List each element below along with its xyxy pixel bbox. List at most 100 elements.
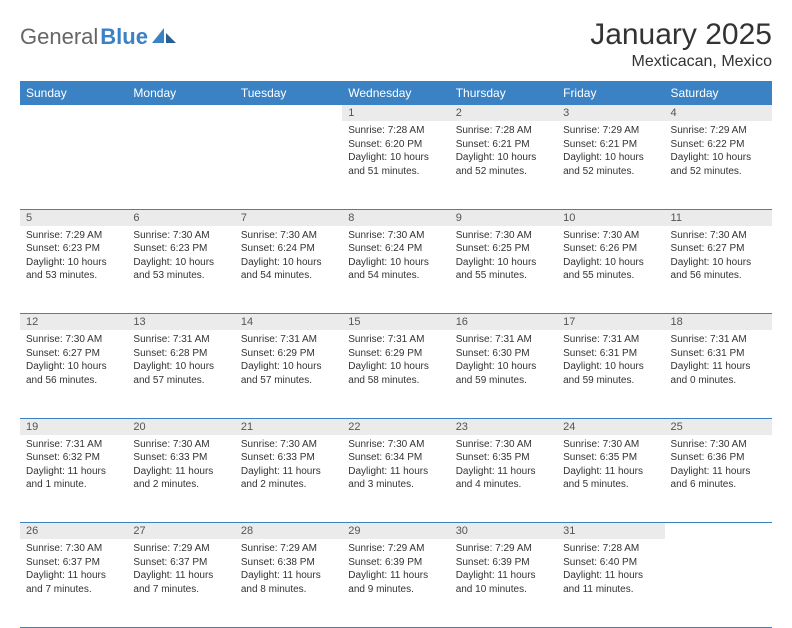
month-title: January 2025 [590, 18, 772, 51]
day-cell: Sunrise: 7:30 AMSunset: 6:34 PMDaylight:… [342, 435, 449, 523]
day-cell: Sunrise: 7:30 AMSunset: 6:26 PMDaylight:… [557, 226, 664, 314]
day-cell: Sunrise: 7:29 AMSunset: 6:21 PMDaylight:… [557, 121, 664, 209]
day-cell: Sunrise: 7:29 AMSunset: 6:38 PMDaylight:… [235, 539, 342, 627]
sun-info: Sunrise: 7:31 AMSunset: 6:29 PMDaylight:… [342, 330, 449, 391]
sun-info: Sunrise: 7:30 AMSunset: 6:25 PMDaylight:… [450, 226, 557, 287]
day-cell: Sunrise: 7:30 AMSunset: 6:36 PMDaylight:… [665, 435, 772, 523]
day-cell: Sunrise: 7:30 AMSunset: 6:24 PMDaylight:… [235, 226, 342, 314]
sun-info: Sunrise: 7:29 AMSunset: 6:22 PMDaylight:… [665, 121, 772, 182]
day-number-cell: 15 [342, 314, 449, 331]
day-cell: Sunrise: 7:29 AMSunset: 6:22 PMDaylight:… [665, 121, 772, 209]
sun-info: Sunrise: 7:30 AMSunset: 6:24 PMDaylight:… [342, 226, 449, 287]
day-number-row: 12131415161718 [20, 314, 772, 331]
day-cell: Sunrise: 7:29 AMSunset: 6:39 PMDaylight:… [450, 539, 557, 627]
week-row: Sunrise: 7:30 AMSunset: 6:27 PMDaylight:… [20, 330, 772, 418]
day-number-cell: 21 [235, 418, 342, 435]
day-number-cell: 17 [557, 314, 664, 331]
sun-info: Sunrise: 7:28 AMSunset: 6:20 PMDaylight:… [342, 121, 449, 182]
day-number-cell: 26 [20, 523, 127, 540]
calendar-head: SundayMondayTuesdayWednesdayThursdayFrid… [20, 81, 772, 105]
calendar-page: GeneralBlue January 2025 Mexticacan, Mex… [0, 0, 792, 628]
sun-info: Sunrise: 7:31 AMSunset: 6:29 PMDaylight:… [235, 330, 342, 391]
sun-info: Sunrise: 7:29 AMSunset: 6:37 PMDaylight:… [127, 539, 234, 600]
day-cell: Sunrise: 7:31 AMSunset: 6:31 PMDaylight:… [557, 330, 664, 418]
week-row: Sunrise: 7:30 AMSunset: 6:37 PMDaylight:… [20, 539, 772, 627]
day-cell: Sunrise: 7:31 AMSunset: 6:28 PMDaylight:… [127, 330, 234, 418]
sun-info: Sunrise: 7:31 AMSunset: 6:28 PMDaylight:… [127, 330, 234, 391]
day-number-cell: 25 [665, 418, 772, 435]
brand-part1: General [20, 24, 98, 50]
day-number-cell: 12 [20, 314, 127, 331]
day-number-cell: 6 [127, 209, 234, 226]
day-number-cell: 30 [450, 523, 557, 540]
day-cell: Sunrise: 7:30 AMSunset: 6:25 PMDaylight:… [450, 226, 557, 314]
day-cell: Sunrise: 7:30 AMSunset: 6:23 PMDaylight:… [127, 226, 234, 314]
day-header: Thursday [450, 81, 557, 105]
day-number-cell: 14 [235, 314, 342, 331]
day-cell: Sunrise: 7:28 AMSunset: 6:40 PMDaylight:… [557, 539, 664, 627]
day-cell [665, 539, 772, 627]
day-cell: Sunrise: 7:31 AMSunset: 6:29 PMDaylight:… [235, 330, 342, 418]
brand-part2: Blue [100, 24, 148, 50]
day-number-cell: 29 [342, 523, 449, 540]
day-cell [20, 121, 127, 209]
day-number-cell: 8 [342, 209, 449, 226]
sun-info: Sunrise: 7:30 AMSunset: 6:27 PMDaylight:… [665, 226, 772, 287]
day-cell: Sunrise: 7:28 AMSunset: 6:20 PMDaylight:… [342, 121, 449, 209]
sun-info: Sunrise: 7:29 AMSunset: 6:39 PMDaylight:… [342, 539, 449, 600]
day-cell: Sunrise: 7:31 AMSunset: 6:30 PMDaylight:… [450, 330, 557, 418]
sun-info: Sunrise: 7:29 AMSunset: 6:21 PMDaylight:… [557, 121, 664, 182]
day-number-cell [235, 105, 342, 121]
day-header: Saturday [665, 81, 772, 105]
sun-info: Sunrise: 7:30 AMSunset: 6:37 PMDaylight:… [20, 539, 127, 600]
day-header: Monday [127, 81, 234, 105]
day-header-row: SundayMondayTuesdayWednesdayThursdayFrid… [20, 81, 772, 105]
day-number-cell: 18 [665, 314, 772, 331]
sail-icon [152, 25, 178, 50]
sun-info: Sunrise: 7:28 AMSunset: 6:40 PMDaylight:… [557, 539, 664, 600]
day-number-row: 262728293031 [20, 523, 772, 540]
day-number-cell: 13 [127, 314, 234, 331]
day-cell: Sunrise: 7:30 AMSunset: 6:33 PMDaylight:… [235, 435, 342, 523]
day-number-cell [20, 105, 127, 121]
day-header: Tuesday [235, 81, 342, 105]
day-number-cell: 2 [450, 105, 557, 121]
day-cell: Sunrise: 7:28 AMSunset: 6:21 PMDaylight:… [450, 121, 557, 209]
sun-info: Sunrise: 7:31 AMSunset: 6:30 PMDaylight:… [450, 330, 557, 391]
calendar-table: SundayMondayTuesdayWednesdayThursdayFrid… [20, 81, 772, 628]
sun-info: Sunrise: 7:29 AMSunset: 6:39 PMDaylight:… [450, 539, 557, 600]
sun-info: Sunrise: 7:30 AMSunset: 6:35 PMDaylight:… [557, 435, 664, 496]
sun-info: Sunrise: 7:30 AMSunset: 6:36 PMDaylight:… [665, 435, 772, 496]
day-cell: Sunrise: 7:31 AMSunset: 6:29 PMDaylight:… [342, 330, 449, 418]
day-number-row: 1234 [20, 105, 772, 121]
day-cell: Sunrise: 7:30 AMSunset: 6:37 PMDaylight:… [20, 539, 127, 627]
sun-info: Sunrise: 7:30 AMSunset: 6:33 PMDaylight:… [127, 435, 234, 496]
sun-info: Sunrise: 7:31 AMSunset: 6:31 PMDaylight:… [665, 330, 772, 391]
day-cell: Sunrise: 7:30 AMSunset: 6:33 PMDaylight:… [127, 435, 234, 523]
day-cell: Sunrise: 7:30 AMSunset: 6:35 PMDaylight:… [450, 435, 557, 523]
sun-info: Sunrise: 7:29 AMSunset: 6:38 PMDaylight:… [235, 539, 342, 600]
week-row: Sunrise: 7:28 AMSunset: 6:20 PMDaylight:… [20, 121, 772, 209]
day-number-cell: 3 [557, 105, 664, 121]
day-number-row: 567891011 [20, 209, 772, 226]
day-number-cell: 4 [665, 105, 772, 121]
week-row: Sunrise: 7:29 AMSunset: 6:23 PMDaylight:… [20, 226, 772, 314]
day-number-cell: 22 [342, 418, 449, 435]
sun-info: Sunrise: 7:30 AMSunset: 6:23 PMDaylight:… [127, 226, 234, 287]
day-number-cell: 16 [450, 314, 557, 331]
day-number-cell: 11 [665, 209, 772, 226]
day-cell: Sunrise: 7:30 AMSunset: 6:27 PMDaylight:… [665, 226, 772, 314]
brand-logo: GeneralBlue [20, 18, 178, 50]
day-header: Wednesday [342, 81, 449, 105]
calendar-body: 1234Sunrise: 7:28 AMSunset: 6:20 PMDayli… [20, 105, 772, 627]
day-header: Sunday [20, 81, 127, 105]
day-number-cell [665, 523, 772, 540]
day-header: Friday [557, 81, 664, 105]
day-cell: Sunrise: 7:30 AMSunset: 6:24 PMDaylight:… [342, 226, 449, 314]
day-number-cell: 23 [450, 418, 557, 435]
sun-info: Sunrise: 7:30 AMSunset: 6:34 PMDaylight:… [342, 435, 449, 496]
week-row: Sunrise: 7:31 AMSunset: 6:32 PMDaylight:… [20, 435, 772, 523]
day-cell: Sunrise: 7:30 AMSunset: 6:27 PMDaylight:… [20, 330, 127, 418]
day-cell: Sunrise: 7:29 AMSunset: 6:23 PMDaylight:… [20, 226, 127, 314]
sun-info: Sunrise: 7:30 AMSunset: 6:27 PMDaylight:… [20, 330, 127, 391]
